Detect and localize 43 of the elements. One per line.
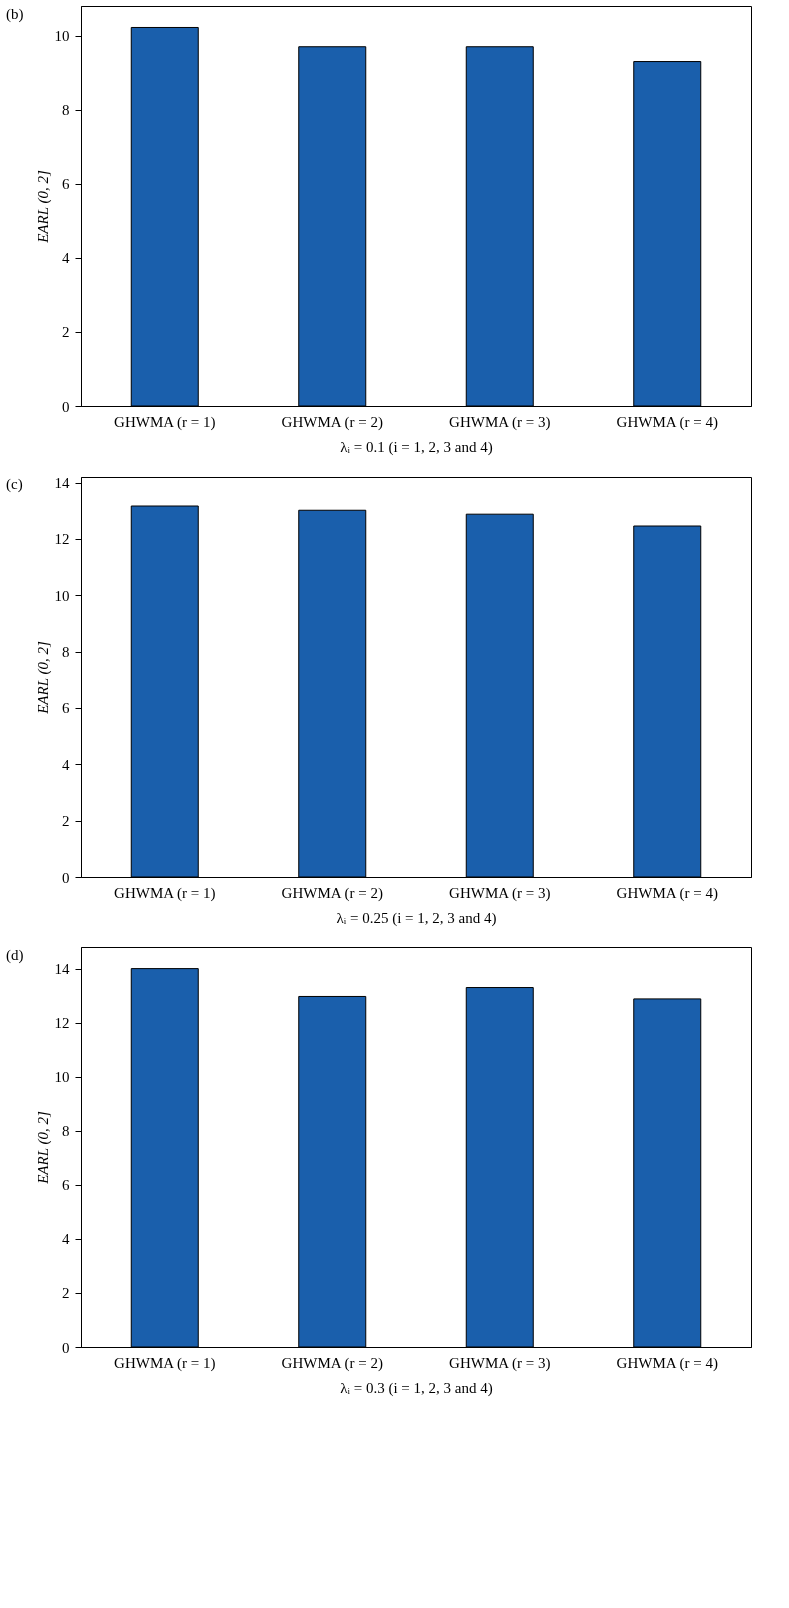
y-tick-label: 6 bbox=[62, 700, 70, 717]
y-tick-label: 14 bbox=[54, 961, 70, 978]
y-axis-title: EARL (0, 2] bbox=[34, 170, 52, 244]
x-tick-label: GHWMA (r = 1) bbox=[114, 413, 216, 431]
x-tick-label: GHWMA (r = 3) bbox=[449, 1354, 551, 1372]
x-tick-label: GHWMA (r = 4) bbox=[616, 1354, 718, 1372]
y-tick-label: 0 bbox=[62, 398, 70, 415]
y-tick-label: 6 bbox=[62, 176, 70, 193]
x-tick-label: GHWMA (r = 1) bbox=[114, 1354, 216, 1372]
x-tick-label: GHWMA (r = 4) bbox=[616, 884, 718, 902]
y-axis-title: EARL (0, 2] bbox=[34, 1111, 52, 1185]
y-tick-label: 6 bbox=[62, 1177, 70, 1194]
y-tick-label: 12 bbox=[54, 531, 70, 548]
x-tick-label: GHWMA (r = 4) bbox=[616, 413, 718, 431]
y-axis-title: EARL (0, 2] bbox=[34, 641, 52, 715]
x-tick-label: GHWMA (r = 3) bbox=[449, 884, 551, 902]
x-axis-title: λᵢ = 0.25 (i = 1, 2, 3 and 4) bbox=[336, 909, 497, 927]
y-tick-label: 4 bbox=[62, 1231, 70, 1248]
y-tick-label: 14 bbox=[54, 475, 70, 492]
x-tick-label: GHWMA (r = 2) bbox=[281, 1354, 383, 1372]
y-tick-label: 10 bbox=[54, 1069, 70, 1086]
y-tick-label: 2 bbox=[62, 324, 70, 341]
x-tick-label: GHWMA (r = 2) bbox=[281, 884, 383, 902]
y-tick-label: 12 bbox=[54, 1015, 70, 1032]
x-axis-title: λᵢ = 0.3 (i = 1, 2, 3 and 4) bbox=[340, 1379, 493, 1397]
y-tick-label: 10 bbox=[54, 587, 70, 604]
y-tick-label: 8 bbox=[62, 644, 70, 661]
y-tick-label: 4 bbox=[62, 756, 70, 773]
x-tick-label: GHWMA (r = 1) bbox=[114, 884, 216, 902]
x-tick-label: GHWMA (r = 2) bbox=[281, 413, 383, 431]
x-tick-label: GHWMA (r = 3) bbox=[449, 413, 551, 431]
y-tick-label: 8 bbox=[62, 1123, 70, 1140]
y-tick-label: 4 bbox=[62, 250, 70, 267]
y-tick-label: 0 bbox=[62, 1339, 70, 1356]
y-tick-label: 0 bbox=[62, 869, 70, 886]
chart-title: (c) bbox=[6, 475, 23, 493]
y-tick-label: 2 bbox=[62, 813, 70, 830]
chart-title: (d) bbox=[6, 947, 24, 964]
y-tick-label: 10 bbox=[54, 28, 70, 45]
chart-title: (b) bbox=[6, 6, 24, 23]
y-tick-label: 8 bbox=[62, 102, 70, 119]
x-axis-title: λᵢ = 0.1 (i = 1, 2, 3 and 4) bbox=[340, 438, 493, 456]
y-tick-label: 2 bbox=[62, 1285, 70, 1302]
